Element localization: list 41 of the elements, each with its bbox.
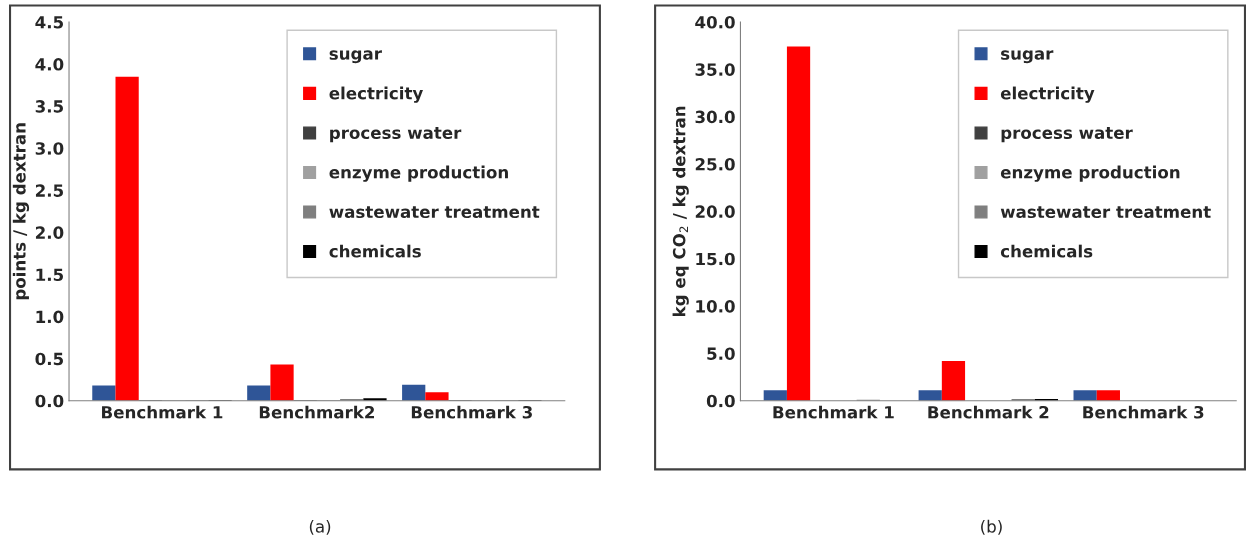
y-tick-label: 0.5: [35, 352, 63, 366]
y-tick-label: 0.0: [35, 394, 64, 408]
legend-label: electricity: [329, 86, 423, 103]
x-tick-label: Benchmark 1: [773, 405, 894, 419]
text: (b): [981, 519, 1002, 535]
y-tick-label: 3.0: [35, 142, 64, 155]
y-tick-label: 3.5: [35, 100, 63, 113]
legend-label: enzyme production: [329, 165, 508, 182]
x-tick-label: Benchmark 3: [411, 405, 532, 419]
x-tick-label: Benchmark 1: [102, 405, 223, 419]
y-tick-label: 20.0: [695, 205, 735, 218]
y-tick-label: 30.0: [695, 110, 735, 124]
x-tick-label: Benchmark2: [259, 405, 374, 419]
legend-label: sugar: [329, 50, 382, 64]
y-tick-label: 0.0: [706, 394, 735, 408]
y-tick-label: 40.0: [695, 15, 735, 29]
legend-label: sugar: [1001, 50, 1054, 64]
legend-label: chemicals: [329, 244, 421, 258]
y-tick-label: 25.0: [695, 157, 735, 171]
y-tick-label: 1.0: [36, 310, 64, 324]
legend-label: process water: [330, 127, 462, 143]
x-tick-label: Benchmark 3: [1083, 405, 1204, 419]
y-tick-label: 4.0: [35, 58, 64, 71]
legend-label: wastewater treatment: [1000, 206, 1211, 219]
y-tick-label: 1.5: [36, 268, 63, 282]
legend-label: chemicals: [1000, 244, 1093, 258]
y-tick-label: 2.5: [35, 184, 63, 197]
y-tick-label: 35.0: [695, 63, 735, 76]
y-tick-label: 5.0: [707, 347, 735, 360]
text: (a): [309, 519, 331, 535]
y-tick-label: 2.0: [35, 226, 64, 239]
y-tick-label: 15.0: [696, 252, 735, 266]
legend-label: enzyme production: [1000, 165, 1180, 182]
y-tick-label: 10.0: [696, 300, 735, 313]
legend-label: process water: [1001, 127, 1133, 143]
legend-label: electricity: [1000, 86, 1095, 103]
legend-label: wastewater treatment: [329, 206, 540, 219]
y-axis-title: kg eq CO$_{2}$ / kg dextran: [672, 106, 689, 317]
y-tick-label: 4.5: [35, 16, 63, 29]
y-axis-title: points / kg dextran: [12, 123, 30, 300]
x-tick-label: Benchmark 2: [928, 405, 1049, 419]
